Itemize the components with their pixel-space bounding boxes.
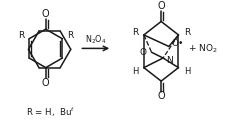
Text: R: R (18, 31, 25, 40)
Text: O: O (139, 48, 146, 57)
Text: H: H (131, 67, 138, 76)
Text: O: O (42, 78, 49, 88)
Text: R = H,  Bu$^t$: R = H, Bu$^t$ (25, 105, 75, 119)
Text: O: O (42, 9, 49, 19)
Text: N: N (166, 56, 172, 65)
Text: H: H (183, 67, 189, 76)
Text: O: O (157, 1, 164, 11)
Text: R: R (183, 28, 189, 37)
Text: R: R (131, 28, 138, 37)
Text: N$_2$O$_4$: N$_2$O$_4$ (85, 34, 106, 46)
Text: R: R (67, 31, 73, 40)
Text: O: O (157, 91, 164, 101)
Text: + NO$_2$: + NO$_2$ (187, 42, 216, 55)
Text: O•: O• (171, 39, 183, 48)
